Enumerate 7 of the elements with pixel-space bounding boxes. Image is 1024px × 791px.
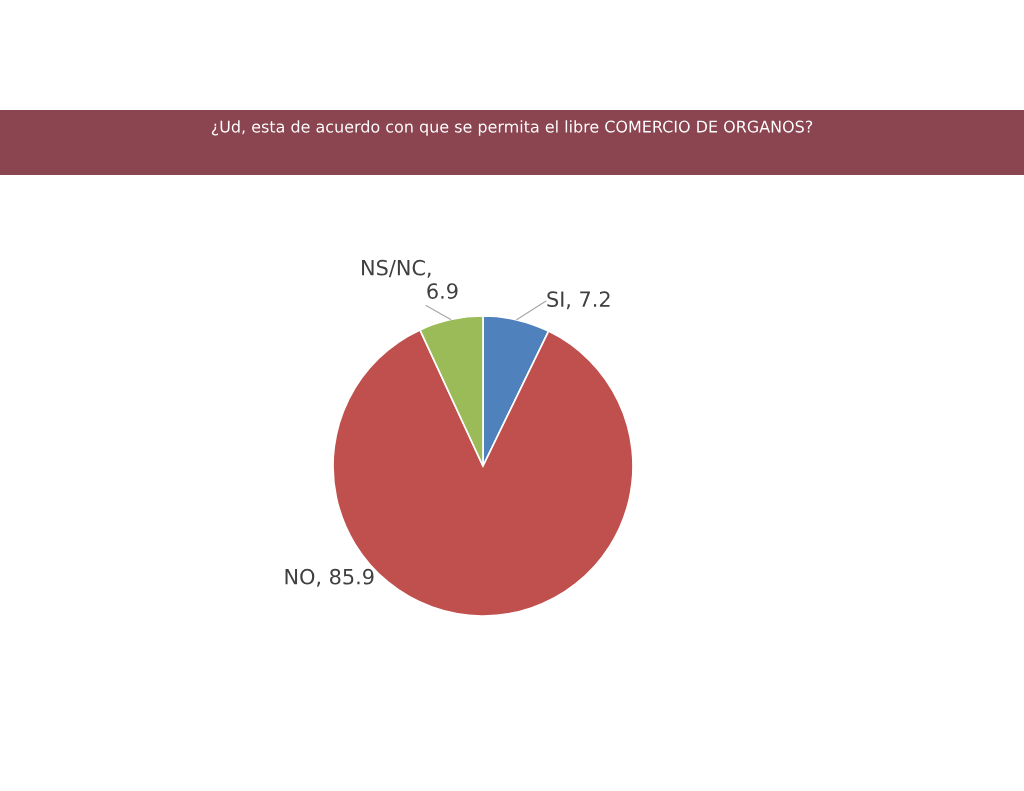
slice-label: NO — [285, 568, 315, 585]
data-label: , 6.9 — [427, 272, 458, 299]
slice-label: NS/NC — [362, 259, 425, 278]
slice-label: SI — [547, 291, 564, 308]
data-label: , 85.9 — [316, 568, 374, 587]
chart-title: ¿Ud, esta de acuerdo con que se permita el libre COMERCIO DE ORGANOS? — [211, 120, 813, 136]
data-label: , 7.2 — [566, 291, 610, 310]
